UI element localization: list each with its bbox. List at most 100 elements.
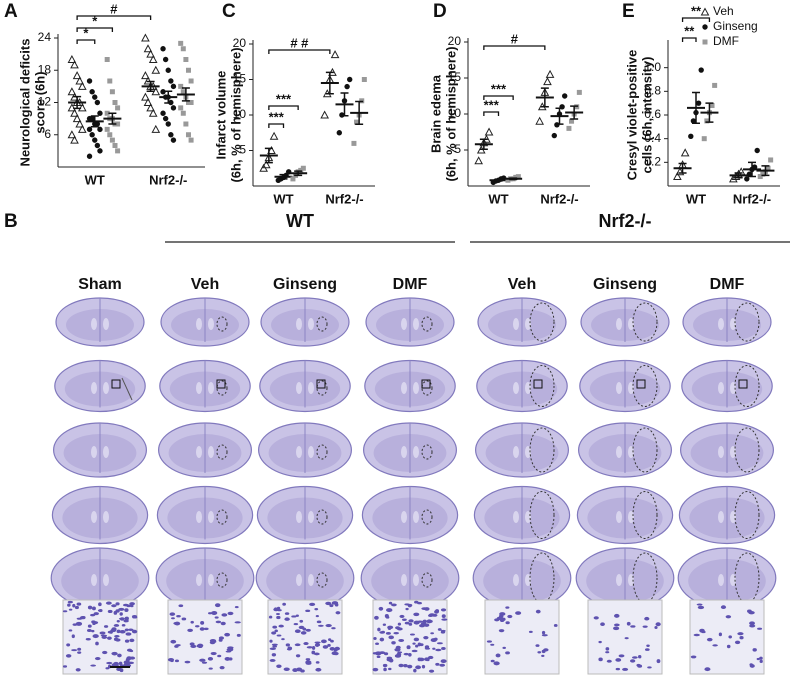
point — [112, 100, 118, 105]
cell — [305, 609, 311, 613]
roi-box — [533, 379, 543, 389]
point — [673, 171, 682, 181]
y-tick-label: 10 — [448, 106, 462, 120]
brain-section — [682, 297, 772, 347]
cell — [403, 652, 409, 656]
cell — [124, 616, 129, 621]
point — [162, 115, 169, 122]
brain-section — [472, 547, 572, 609]
significance-bracket — [76, 39, 96, 44]
cell — [113, 624, 120, 627]
cell — [407, 664, 413, 669]
point — [300, 165, 306, 171]
point — [180, 110, 186, 116]
group-label: WT — [286, 211, 314, 231]
y-axis-label: Cresyl violet-positive — [624, 50, 639, 181]
brain-section — [255, 547, 355, 609]
cell — [119, 612, 123, 616]
point — [746, 171, 753, 177]
brain-section — [51, 485, 149, 545]
point — [290, 176, 296, 182]
error-bar — [294, 170, 303, 177]
cell — [381, 630, 385, 633]
cell — [403, 663, 408, 668]
cell — [66, 643, 71, 647]
ventricle — [513, 574, 519, 586]
point — [72, 71, 82, 80]
ventricle — [730, 446, 736, 458]
error-bar — [73, 95, 82, 110]
point — [361, 77, 367, 82]
cell — [325, 624, 332, 628]
brain-section — [160, 297, 250, 347]
y-tick-label: 15 — [233, 72, 247, 86]
cell — [305, 660, 312, 665]
cell — [203, 627, 209, 631]
cell — [334, 602, 339, 607]
point — [188, 100, 194, 105]
cell — [593, 616, 599, 620]
cell — [553, 623, 558, 627]
cell — [313, 652, 320, 656]
cell — [388, 667, 392, 671]
lesion-outline — [529, 491, 555, 539]
brain-section — [365, 297, 455, 347]
x-tick-label: WT — [273, 191, 293, 206]
point — [77, 103, 87, 112]
column-header: Veh — [508, 276, 536, 293]
point — [261, 160, 271, 169]
ventricle — [196, 382, 202, 394]
cell — [440, 659, 447, 664]
point — [70, 108, 79, 117]
roi-box — [421, 379, 431, 389]
ventricle — [296, 382, 302, 394]
cell — [111, 652, 117, 655]
cell — [274, 607, 278, 611]
cell — [173, 622, 179, 625]
cell — [725, 615, 732, 619]
cell — [119, 629, 126, 634]
point — [151, 65, 161, 74]
lesion-outline — [529, 302, 555, 342]
cell — [67, 603, 71, 607]
cell — [637, 664, 643, 668]
x-tick-label: Nrf2-/- — [733, 191, 771, 206]
cell — [415, 644, 419, 648]
point — [170, 83, 177, 90]
cell — [499, 612, 506, 616]
cell — [269, 647, 277, 650]
point — [695, 100, 702, 106]
brain-section — [155, 547, 255, 609]
cell — [752, 648, 757, 652]
error-bar — [734, 172, 743, 179]
cell — [598, 640, 602, 644]
cell — [505, 606, 510, 609]
cell — [62, 665, 68, 668]
ventricle — [513, 446, 519, 458]
cell — [437, 628, 442, 631]
error-bar — [509, 177, 518, 181]
ventricle — [401, 446, 407, 458]
cell — [87, 624, 92, 628]
ventricle — [296, 446, 302, 458]
cell — [413, 668, 417, 673]
cell — [105, 667, 110, 670]
brain-section — [156, 485, 254, 545]
cell — [413, 637, 420, 642]
cell — [106, 661, 113, 665]
ventricle — [413, 318, 419, 330]
point — [72, 114, 82, 123]
cell — [178, 604, 184, 608]
cell — [615, 658, 622, 662]
cell — [376, 655, 381, 659]
cell — [75, 621, 83, 626]
cell — [441, 647, 446, 651]
cell — [272, 645, 277, 648]
ventricle — [413, 446, 419, 458]
cell — [214, 616, 219, 619]
lesion-outline — [529, 427, 555, 473]
cell — [303, 642, 309, 646]
lesion-outline — [421, 572, 433, 588]
ventricle — [196, 511, 202, 523]
cell — [210, 651, 217, 656]
